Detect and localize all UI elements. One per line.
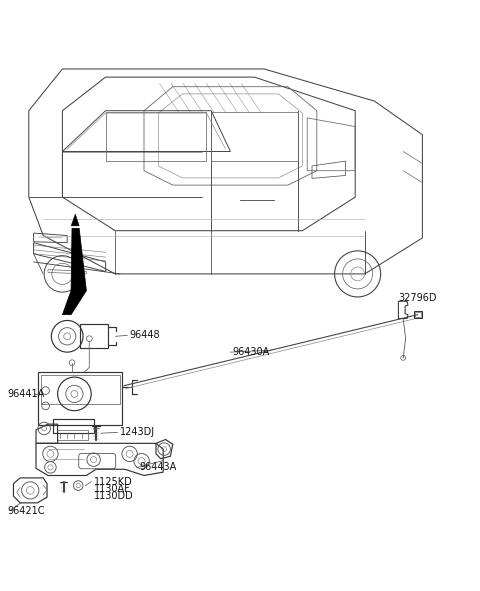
Text: 1130DD: 1130DD [94, 491, 133, 501]
Text: 32796D: 32796D [398, 293, 437, 303]
Text: 1243DJ: 1243DJ [120, 427, 155, 437]
Bar [38, 372, 122, 425]
Polygon shape [71, 214, 79, 226]
Text: 96448: 96448 [130, 330, 160, 340]
Text: 96441A: 96441A [7, 389, 45, 399]
Bar [80, 324, 108, 348]
Bar [41, 375, 120, 404]
Bar [414, 311, 422, 318]
Bar [415, 312, 421, 317]
Text: 96430A: 96430A [233, 347, 270, 357]
Bar [57, 430, 88, 440]
Text: 96421C: 96421C [7, 505, 45, 515]
Text: 1125KD: 1125KD [94, 477, 132, 487]
Polygon shape [62, 228, 86, 314]
Text: 1130AF: 1130AF [94, 484, 131, 494]
Text: 96443A: 96443A [139, 462, 177, 472]
Bar [53, 420, 94, 433]
